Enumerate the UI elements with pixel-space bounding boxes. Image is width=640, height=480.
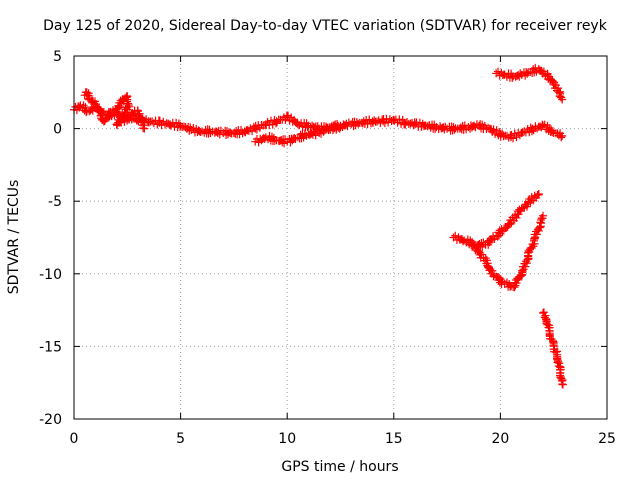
data-point-marker (140, 124, 149, 133)
data-point-marker (557, 93, 566, 102)
data-point-marker (558, 131, 567, 140)
data-point-marker (495, 273, 504, 282)
data-point-marker (459, 237, 467, 246)
data-point-marker (155, 116, 164, 125)
x-tick-label: 0 (70, 431, 79, 447)
series-rising-arc (449, 189, 543, 251)
series-dipping-arc (468, 211, 548, 292)
data-point-marker (516, 69, 525, 78)
x-tick-labels: 0 5 10 15 20 25 (70, 431, 616, 447)
x-axis-label: GPS time / hours (281, 459, 398, 475)
series-upper-right-arc (492, 63, 567, 104)
chart-title: Day 125 of 2020, Sidereal Day-to-day VTE… (43, 18, 608, 34)
data-point-marker (450, 125, 459, 134)
data-point-marker (335, 124, 344, 133)
data-point-marker (135, 109, 144, 118)
data-point-marker (466, 236, 475, 245)
y-tick-label: -10 (39, 267, 62, 283)
data-point-marker (558, 95, 567, 104)
x-tick-label: 25 (598, 431, 616, 447)
axis-ticks (73, 55, 608, 420)
data-point-marker (488, 266, 497, 275)
data-point-marker (507, 282, 516, 291)
y-tick-labels: -20 -15 -10 -5 0 5 (39, 49, 62, 428)
y-tick-label: -20 (39, 412, 62, 428)
data-point-marker (539, 211, 548, 220)
data-point-marker (176, 121, 185, 130)
data-point-marker (535, 223, 544, 232)
data-point-marker (539, 308, 548, 317)
series-descending-tail (539, 308, 567, 389)
plot-frame (73, 55, 608, 420)
data-point-marker (522, 202, 531, 211)
data-point-marker (521, 262, 530, 271)
y-tick-label: -15 (39, 339, 62, 355)
grid-lines (74, 56, 607, 419)
data-series (70, 63, 567, 389)
data-point-marker (555, 359, 564, 368)
data-point-marker (267, 132, 276, 141)
data-point-marker (516, 272, 525, 281)
x-tick-label: 15 (385, 431, 403, 447)
data-point-marker (509, 134, 518, 143)
data-point-marker (403, 117, 412, 126)
data-point-marker (194, 126, 203, 135)
y-tick-label: -5 (48, 194, 62, 210)
data-point-marker (363, 120, 372, 129)
series-early-spikes (80, 88, 149, 133)
x-tick-label: 10 (278, 431, 296, 447)
data-point-marker (557, 133, 566, 142)
data-point-marker (139, 121, 148, 130)
data-point-marker (527, 243, 536, 252)
data-point-marker (558, 380, 567, 389)
data-point-marker (122, 103, 131, 112)
data-point-marker (512, 133, 521, 142)
data-point-marker (522, 259, 531, 268)
data-point-marker (494, 231, 503, 240)
data-point-marker (536, 215, 545, 224)
data-point-marker (529, 126, 538, 135)
data-point-marker (505, 220, 514, 229)
data-point-marker (532, 230, 541, 239)
data-point-marker (332, 125, 341, 134)
data-point-marker (336, 123, 345, 132)
data-point-marker (185, 126, 194, 135)
data-point-marker (534, 189, 543, 198)
data-point-marker (548, 128, 557, 137)
data-point-marker (508, 74, 517, 83)
series-lower-loop (251, 121, 345, 148)
y-tick-label: 5 (53, 49, 62, 65)
y-tick-label: 0 (53, 122, 62, 138)
data-point-marker (295, 121, 304, 130)
y-axis-label: SDTVAR / TECUs (6, 180, 22, 295)
x-tick-label: 20 (491, 431, 509, 447)
data-point-marker (390, 116, 399, 125)
data-point-marker (531, 63, 540, 72)
data-point-marker (79, 101, 88, 110)
data-point-marker (101, 115, 110, 124)
x-tick-label: 5 (176, 431, 185, 447)
data-point-marker (384, 118, 393, 127)
data-point-marker (148, 117, 157, 126)
data-point-marker (268, 120, 277, 129)
data-point-marker (81, 103, 90, 112)
data-point-marker (493, 67, 502, 76)
